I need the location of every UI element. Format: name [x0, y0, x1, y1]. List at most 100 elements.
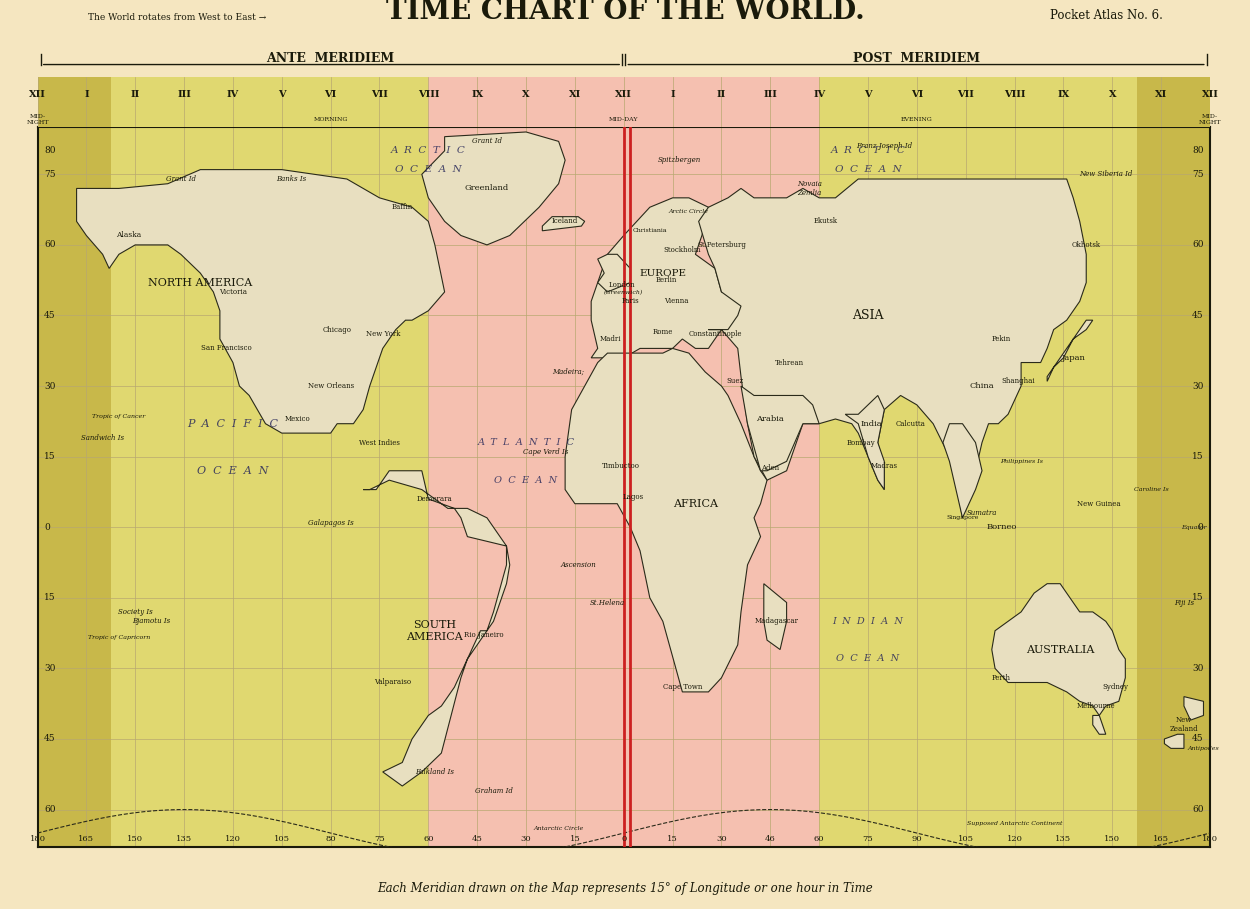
- Text: X: X: [522, 90, 530, 99]
- Text: VIII: VIII: [1004, 90, 1025, 99]
- Text: 80: 80: [325, 835, 336, 844]
- Text: 75: 75: [44, 170, 56, 179]
- Text: XI: XI: [569, 90, 581, 99]
- Bar: [624, 77, 819, 127]
- Text: IX: IX: [471, 90, 484, 99]
- Text: Falkland Is: Falkland Is: [415, 768, 454, 776]
- Bar: [990, 127, 1136, 847]
- Text: Madeira;: Madeira;: [552, 368, 585, 376]
- Polygon shape: [542, 216, 585, 231]
- Text: AFRICA: AFRICA: [672, 499, 717, 509]
- Text: 80: 80: [44, 146, 55, 155]
- Text: 180: 180: [1202, 835, 1218, 844]
- Text: Valparaiso: Valparaiso: [374, 678, 411, 686]
- Text: Greenland: Greenland: [465, 185, 509, 193]
- Polygon shape: [764, 584, 786, 650]
- Text: Grant Id: Grant Id: [472, 137, 502, 145]
- Text: Society Is: Society Is: [118, 608, 152, 616]
- Text: Bombay: Bombay: [848, 438, 876, 446]
- Polygon shape: [741, 386, 819, 471]
- Bar: [624, 127, 819, 847]
- Text: 45: 45: [1191, 734, 1204, 744]
- Text: XI: XI: [1155, 90, 1168, 99]
- Text: Borneo: Borneo: [986, 524, 1016, 531]
- Text: I: I: [84, 90, 89, 99]
- Text: Fiji Is: Fiji Is: [1174, 598, 1194, 606]
- Text: New
Zealand: New Zealand: [1170, 716, 1199, 734]
- Polygon shape: [1092, 715, 1106, 734]
- Text: IV: IV: [812, 90, 825, 99]
- Text: Aden: Aden: [761, 464, 780, 473]
- Text: MID-
NIGHT: MID- NIGHT: [26, 115, 49, 125]
- Text: Novaia
Zemlia: Novaia Zemlia: [798, 180, 821, 197]
- Text: 0: 0: [1198, 523, 1204, 532]
- Text: 30: 30: [44, 664, 55, 673]
- Text: Vienna: Vienna: [664, 297, 688, 305]
- Text: Cape Town: Cape Town: [662, 684, 702, 691]
- Text: Grant Id: Grant Id: [166, 175, 196, 183]
- Text: SOUTH
AMERICA: SOUTH AMERICA: [406, 620, 464, 642]
- Text: VIII: VIII: [418, 90, 439, 99]
- Text: VI: VI: [911, 90, 922, 99]
- Text: 15: 15: [1191, 452, 1204, 461]
- Bar: [1136, 127, 1210, 847]
- Polygon shape: [76, 170, 445, 433]
- Text: XII: XII: [29, 90, 46, 99]
- Text: 30: 30: [716, 835, 726, 844]
- Text: Sumatra: Sumatra: [966, 509, 998, 517]
- Text: China: China: [970, 382, 994, 390]
- Text: Caroline Is: Caroline Is: [1134, 487, 1169, 492]
- Text: 135: 135: [1055, 835, 1071, 844]
- Text: II: II: [716, 90, 726, 99]
- Text: 60: 60: [44, 805, 55, 814]
- Text: Rio Janeiro: Rio Janeiro: [464, 632, 504, 639]
- Text: Banks Is: Banks Is: [276, 175, 306, 183]
- Text: 165: 165: [79, 835, 94, 844]
- Text: XII: XII: [1201, 90, 1219, 99]
- Text: Japan: Japan: [1061, 354, 1085, 362]
- Text: Tropic of Capricorn: Tropic of Capricorn: [88, 635, 150, 640]
- Text: Madri: Madri: [600, 335, 621, 343]
- Text: 150: 150: [1104, 835, 1120, 844]
- Text: Antipodes: Antipodes: [1188, 746, 1219, 751]
- Text: Arabia: Arabia: [756, 415, 784, 423]
- Text: III: III: [764, 90, 778, 99]
- Text: Pocket Atlas No. 6.: Pocket Atlas No. 6.: [1050, 9, 1162, 22]
- Text: 60: 60: [44, 240, 55, 249]
- Bar: [429, 77, 624, 127]
- Text: 45: 45: [1191, 311, 1204, 320]
- Text: Paris: Paris: [621, 297, 639, 305]
- Bar: [990, 77, 1136, 127]
- Text: Chicago: Chicago: [322, 325, 351, 334]
- Bar: [819, 77, 990, 127]
- Text: Berlin: Berlin: [655, 276, 676, 285]
- Text: Ascension: Ascension: [560, 561, 596, 569]
- Text: Suez: Suez: [726, 377, 742, 385]
- Text: 75: 75: [1191, 170, 1204, 179]
- Text: MORNING: MORNING: [314, 117, 348, 123]
- Text: Rome: Rome: [652, 328, 672, 336]
- Text: Pekin: Pekin: [992, 335, 1011, 343]
- Text: Bjamotu Is: Bjamotu Is: [132, 617, 170, 625]
- Text: IX: IX: [1058, 90, 1070, 99]
- Text: I: I: [670, 90, 675, 99]
- Text: Stockholm: Stockholm: [664, 245, 701, 254]
- Text: V: V: [278, 90, 285, 99]
- Text: Madras: Madras: [871, 462, 897, 470]
- Text: A  R  C  T  I  C: A R C T I C: [391, 146, 466, 155]
- Text: India: India: [860, 420, 882, 428]
- Text: XII: XII: [615, 90, 632, 99]
- Text: New Guinea: New Guinea: [1078, 500, 1121, 508]
- Bar: [429, 127, 624, 847]
- Bar: [111, 127, 258, 847]
- Text: Equator: Equator: [1181, 524, 1206, 530]
- Text: ASIA: ASIA: [853, 309, 884, 322]
- Text: Cape Verd Is: Cape Verd Is: [522, 448, 569, 456]
- Text: 45: 45: [44, 311, 56, 320]
- Text: I  N  D  I  A  N: I N D I A N: [832, 617, 904, 625]
- Text: 120: 120: [1006, 835, 1022, 844]
- Text: III: III: [177, 90, 191, 99]
- Text: The World rotates from West to East →: The World rotates from West to East →: [88, 13, 266, 22]
- Text: Galapagos Is: Galapagos Is: [308, 518, 354, 526]
- Polygon shape: [845, 395, 884, 490]
